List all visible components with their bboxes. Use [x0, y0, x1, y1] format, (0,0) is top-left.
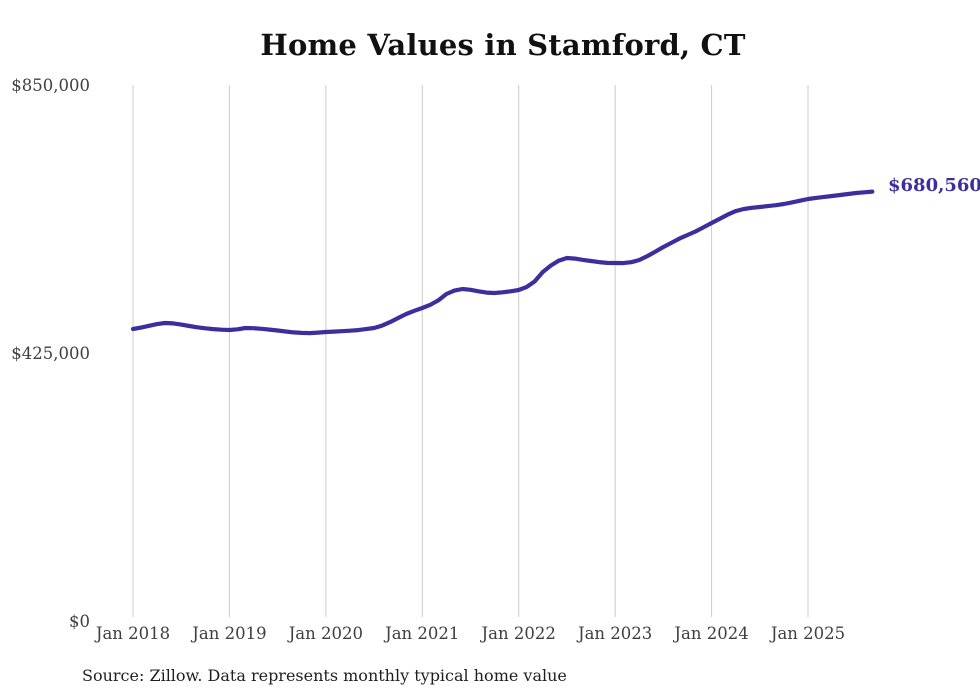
- y-tick-label-425000: $425,000: [11, 344, 90, 363]
- x-tick-label-jan-2019: Jan 2019: [192, 624, 267, 643]
- x-tick-label-jan-2020: Jan 2020: [288, 624, 364, 643]
- y-tick-label-850000: $850,000: [11, 76, 90, 95]
- latest-value-label: $680,560: [888, 175, 980, 196]
- source-note: Source: Zillow. Data represents monthly …: [82, 666, 567, 685]
- y-tick-label-0: $0: [69, 612, 90, 631]
- x-tick-label-jan-2024: Jan 2024: [674, 624, 749, 643]
- vertical-gridlines: [132, 85, 809, 617]
- x-tick-label-jan-2023: Jan 2023: [577, 624, 653, 643]
- x-tick-label-jan-2022: Jan 2022: [481, 624, 556, 643]
- home-value-line: [130, 189, 875, 336]
- x-tick-label-jan-2021: Jan 2021: [385, 624, 460, 643]
- x-tick-label-jan-2025: Jan 2025: [770, 624, 846, 643]
- x-tick-label-jan-2018: Jan 2018: [95, 624, 171, 643]
- chart-title: Home Values in Stamford, CT: [260, 28, 746, 62]
